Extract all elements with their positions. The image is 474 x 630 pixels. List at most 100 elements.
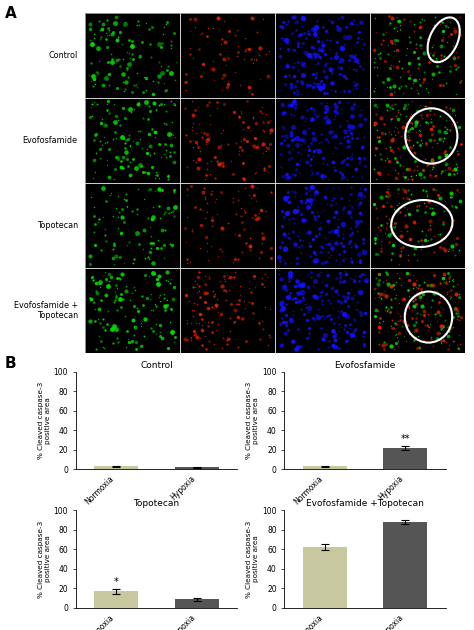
- Bar: [370, 268, 465, 353]
- Point: [252, 167, 259, 177]
- Point: [327, 65, 334, 75]
- Point: [295, 87, 302, 97]
- Point: [356, 255, 364, 265]
- Point: [311, 30, 319, 40]
- Point: [124, 72, 131, 82]
- Point: [218, 343, 225, 353]
- Point: [292, 169, 299, 180]
- Point: [379, 289, 387, 299]
- Point: [422, 140, 430, 151]
- Point: [438, 319, 446, 329]
- Point: [97, 153, 104, 163]
- Point: [96, 56, 103, 66]
- Point: [422, 231, 429, 241]
- Point: [418, 138, 425, 148]
- Point: [391, 284, 398, 294]
- Point: [410, 19, 418, 29]
- Point: [382, 305, 389, 315]
- Point: [91, 240, 99, 250]
- Point: [287, 82, 295, 92]
- Point: [87, 273, 95, 284]
- Point: [388, 316, 396, 326]
- Point: [286, 147, 293, 157]
- Point: [161, 139, 169, 149]
- Point: [205, 272, 212, 282]
- Point: [139, 113, 146, 123]
- Point: [423, 33, 431, 43]
- Point: [375, 268, 383, 278]
- Point: [111, 127, 119, 137]
- Point: [161, 118, 168, 128]
- Point: [429, 158, 437, 168]
- Point: [283, 169, 291, 180]
- Point: [241, 207, 249, 217]
- Point: [278, 237, 285, 247]
- Point: [455, 62, 462, 72]
- Point: [375, 292, 383, 302]
- Point: [278, 131, 286, 141]
- Point: [218, 73, 225, 83]
- Point: [293, 159, 301, 169]
- Point: [415, 63, 422, 73]
- Point: [162, 106, 170, 117]
- Point: [343, 173, 350, 183]
- Point: [393, 26, 401, 37]
- Point: [399, 193, 407, 203]
- Point: [395, 235, 402, 245]
- Point: [209, 287, 216, 297]
- Point: [453, 340, 461, 350]
- Point: [416, 292, 424, 302]
- Point: [387, 89, 395, 99]
- Point: [388, 13, 396, 23]
- Point: [430, 23, 438, 33]
- Point: [383, 217, 391, 227]
- Point: [331, 112, 339, 122]
- Point: [413, 161, 420, 171]
- Point: [90, 227, 98, 238]
- Point: [287, 152, 294, 163]
- Point: [407, 189, 415, 199]
- Point: [307, 103, 315, 113]
- Point: [391, 99, 398, 109]
- Point: [206, 169, 214, 179]
- Point: [206, 97, 213, 107]
- Point: [319, 40, 327, 50]
- Point: [396, 311, 403, 321]
- Point: [138, 37, 146, 47]
- Point: [377, 154, 384, 164]
- Point: [376, 47, 383, 57]
- Point: [194, 163, 202, 173]
- Point: [386, 142, 394, 152]
- Point: [444, 287, 451, 297]
- Point: [156, 139, 164, 149]
- Point: [133, 82, 141, 92]
- Point: [351, 314, 358, 324]
- Point: [163, 64, 171, 74]
- Y-axis label: % Cleaved caspase-3
positive area: % Cleaved caspase-3 positive area: [246, 382, 259, 459]
- Point: [102, 34, 110, 44]
- Point: [413, 106, 420, 117]
- Point: [158, 38, 166, 48]
- Point: [128, 41, 136, 51]
- Point: [311, 25, 319, 35]
- Point: [328, 195, 336, 205]
- Point: [348, 293, 356, 303]
- Point: [238, 145, 246, 155]
- Point: [278, 274, 285, 284]
- Point: [302, 33, 310, 43]
- Point: [332, 341, 340, 351]
- Point: [360, 191, 368, 201]
- Point: [395, 168, 402, 178]
- Point: [166, 278, 174, 288]
- Point: [234, 195, 242, 205]
- Point: [385, 20, 392, 30]
- Point: [304, 282, 312, 292]
- Point: [292, 281, 300, 291]
- Point: [371, 293, 379, 303]
- Point: [339, 229, 346, 239]
- Point: [301, 215, 309, 225]
- Point: [133, 205, 141, 215]
- Point: [345, 136, 352, 146]
- Point: [323, 88, 331, 98]
- Point: [305, 145, 313, 155]
